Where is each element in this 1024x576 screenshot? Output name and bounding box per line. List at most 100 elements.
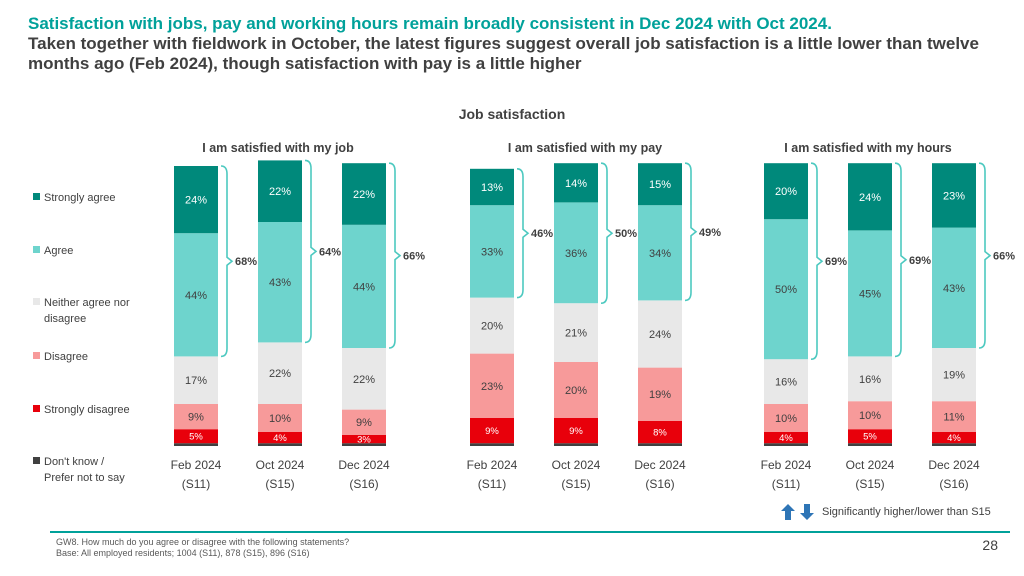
- x-tick-label: (S16): [645, 477, 674, 491]
- x-tick-label: (S16): [349, 477, 378, 491]
- group-title: I am satisfied with my hours: [784, 141, 951, 155]
- legend-item-dont-know: Don't know / Prefer not to say: [33, 454, 133, 486]
- legend-item-strongly-agree: Strongly agree: [33, 190, 116, 206]
- data-label: 14%: [565, 178, 587, 190]
- bar-segment-dont-know: [258, 443, 302, 446]
- bar-segment-dont-know: [174, 443, 218, 446]
- footnote: GW8. How much do you agree or disagree w…: [56, 537, 349, 559]
- bar-segment-disagree: [638, 367, 682, 421]
- group-title: I am satisfied with my pay: [508, 141, 662, 155]
- data-label: 21%: [565, 328, 587, 340]
- bar-segment-neither: [554, 303, 598, 362]
- bar-segment-neither: [848, 356, 892, 402]
- footnote-base: Base: All employed residents; 1004 (S11)…: [56, 548, 310, 558]
- bar-segment-strongly-disagree: [342, 434, 386, 444]
- net-agree-label: 68%: [235, 256, 257, 268]
- group-title: I am satisfied with my job: [202, 141, 354, 155]
- data-label: 10%: [859, 410, 881, 422]
- bar-segment-dont-know: [554, 443, 598, 446]
- data-label: 4%: [947, 433, 961, 444]
- bar-segment-dont-know: [342, 443, 386, 446]
- bar-segment-strongly-agree: [174, 166, 218, 234]
- bar-segment-disagree: [932, 401, 976, 432]
- net-agree-label: 66%: [993, 251, 1015, 263]
- significance-legend-label: Significantly higher/lower than S15: [822, 506, 991, 518]
- legend-swatch-strongly-disagree: [33, 405, 40, 412]
- bar-segment-strongly-disagree: [174, 429, 218, 444]
- data-label: 3%: [357, 434, 371, 445]
- data-label: 43%: [943, 283, 965, 295]
- data-label: 5%: [189, 432, 203, 443]
- x-tick-label: Dec 2024: [338, 458, 390, 472]
- data-label: 20%: [481, 321, 503, 333]
- bar-segment-strongly-disagree: [258, 432, 302, 444]
- data-label: 9%: [569, 426, 583, 437]
- slide-title: Satisfaction with jobs, pay and working …: [28, 14, 988, 74]
- x-tick-label: (S11): [772, 477, 800, 491]
- x-tick-label: (S16): [939, 477, 968, 491]
- net-agree-bracket: [304, 159, 318, 344]
- bar-segment-strongly-disagree: [932, 432, 976, 444]
- data-label: 23%: [943, 190, 965, 202]
- data-label: 22%: [353, 374, 375, 386]
- bar-segment-neither: [638, 300, 682, 368]
- significance-legend: Significantly higher/lower than S15: [780, 503, 991, 521]
- bar-segment-strongly-agree: [342, 163, 386, 225]
- bar-segment-disagree: [174, 404, 218, 430]
- legend-item-agree: Agree: [33, 243, 73, 259]
- bar-segment-disagree: [470, 353, 514, 418]
- legend-swatch-agree: [33, 246, 40, 253]
- legend-swatch-dont-know: [33, 457, 40, 464]
- data-label: 23%: [481, 381, 503, 393]
- legend-label: Agree: [44, 245, 74, 257]
- data-label: 44%: [185, 290, 207, 302]
- data-label: 13%: [481, 182, 503, 194]
- net-agree-label: 66%: [403, 251, 425, 263]
- bar-segment-disagree: [554, 362, 598, 418]
- bar-segment-agree: [342, 224, 386, 348]
- x-tick-label: (S11): [182, 477, 210, 491]
- bar-segment-neither: [932, 348, 976, 402]
- x-tick-label: (S15): [265, 477, 294, 491]
- bar-segment-dont-know: [638, 443, 682, 446]
- bar-segment-strongly-agree: [258, 160, 302, 222]
- title-body: Taken together with fieldwork in October…: [28, 34, 979, 73]
- legend-label: Strongly disagree: [44, 404, 130, 416]
- bar-segment-agree: [932, 227, 976, 348]
- data-label: 45%: [859, 288, 881, 300]
- bar-segment-agree: [258, 222, 302, 343]
- net-agree-label: 69%: [909, 255, 931, 267]
- net-agree-bracket: [220, 165, 234, 358]
- legend-label: Strongly agree: [44, 192, 116, 204]
- legend-item-neither: Neither agree nor disagree: [33, 295, 143, 327]
- bar-segment-disagree: [258, 404, 302, 432]
- bar-segment-strongly-agree: [932, 163, 976, 228]
- bar-segment-dont-know: [932, 443, 976, 446]
- net-agree-label: 49%: [699, 227, 721, 239]
- data-label: 19%: [943, 370, 965, 382]
- bar-segment-agree: [848, 230, 892, 357]
- bar-segment-disagree: [342, 409, 386, 435]
- legend-item-disagree: Disagree: [33, 349, 88, 365]
- data-label: 15%: [649, 179, 671, 191]
- net-agree-bracket: [894, 162, 908, 358]
- bar-segment-neither: [470, 297, 514, 354]
- x-tick-label: Dec 2024: [634, 458, 686, 472]
- x-tick-label: (S15): [561, 477, 590, 491]
- data-label: 4%: [273, 433, 287, 444]
- page-number: 28: [982, 537, 998, 553]
- net-agree-bracket: [684, 162, 698, 302]
- x-tick-label: Oct 2024: [552, 458, 601, 472]
- data-label: 36%: [565, 248, 587, 260]
- data-label: 4%: [779, 433, 793, 444]
- legend-swatch-neither: [33, 298, 40, 305]
- bar-segment-dont-know: [848, 443, 892, 446]
- bar-segment-agree: [764, 219, 808, 360]
- legend-swatch-disagree: [33, 352, 40, 359]
- net-agree-label: 50%: [615, 228, 637, 240]
- data-label: 20%: [775, 186, 797, 198]
- data-label: 24%: [859, 192, 881, 204]
- x-tick-label: Feb 2024: [761, 458, 812, 472]
- bar-segment-dont-know: [470, 443, 514, 446]
- data-label: 16%: [859, 374, 881, 386]
